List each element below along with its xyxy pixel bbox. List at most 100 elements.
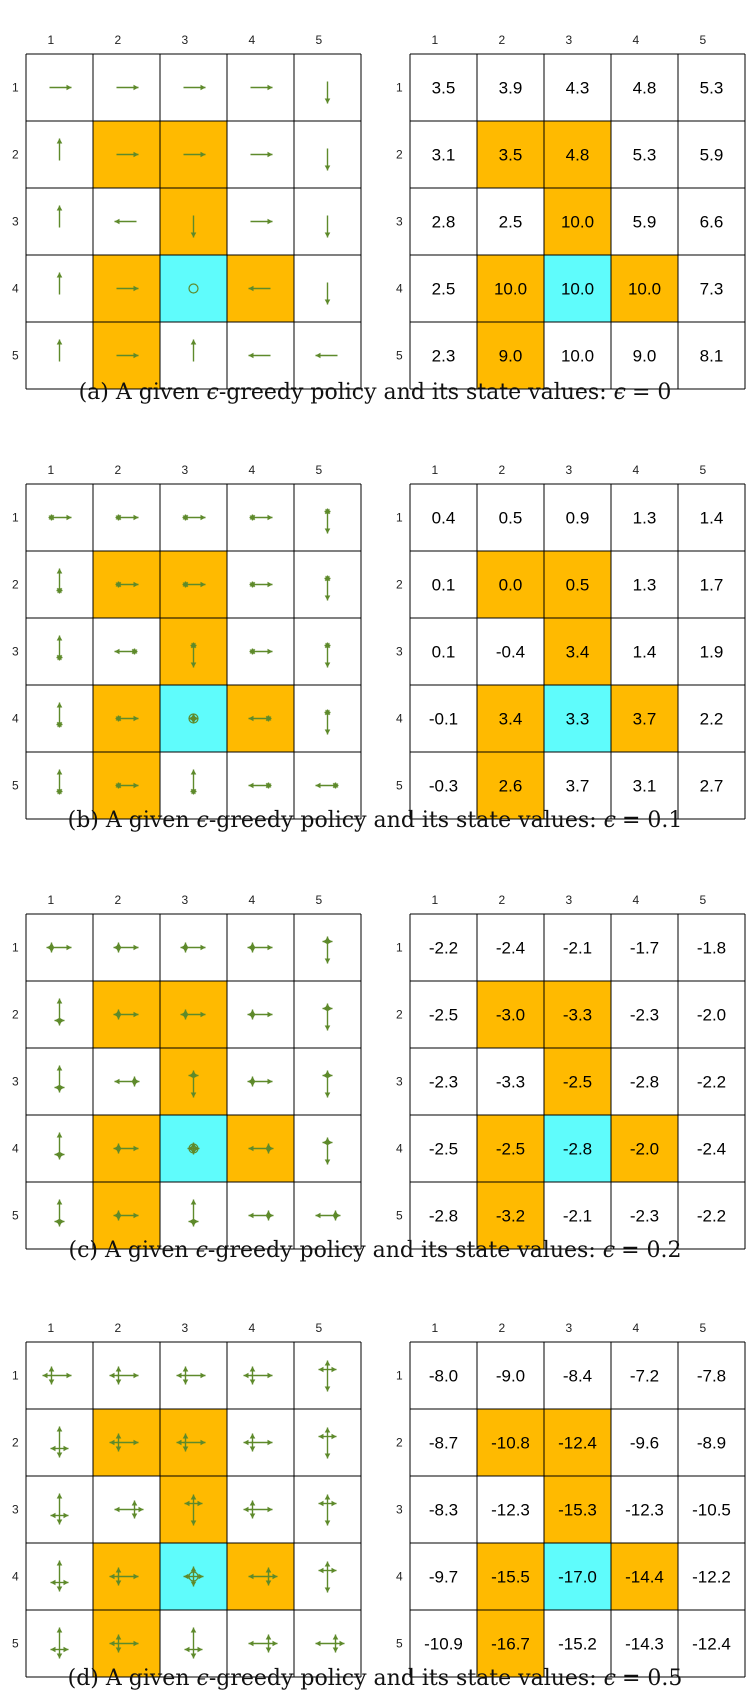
policy-cell xyxy=(184,1494,203,1526)
minor-arrow-icon-head xyxy=(324,1360,331,1366)
policy-cell xyxy=(188,1070,199,1098)
policy-cell xyxy=(180,942,206,953)
minor-arrow-icon-head xyxy=(339,1640,345,1647)
state-value: -10.8 xyxy=(491,1434,530,1453)
state-value: -2.2 xyxy=(697,1073,726,1092)
policy-cell xyxy=(113,1210,139,1221)
minor-arrow-icon-head xyxy=(249,648,255,655)
state-value: 10.0 xyxy=(561,347,594,366)
policy-column-label: 1 xyxy=(48,33,55,47)
policy-cell xyxy=(324,282,331,305)
caption-prefix: (c) A given xyxy=(68,1238,196,1263)
policy-cell xyxy=(184,1627,203,1659)
policy-row-label: 4 xyxy=(12,1570,19,1584)
forbidden-cell xyxy=(477,1182,544,1249)
caption-epsilon: ϵ xyxy=(206,380,219,405)
main-arrow-icon-head xyxy=(267,1011,273,1018)
policy-column-label: 1 xyxy=(48,463,55,477)
minor-arrow-icon-head xyxy=(182,581,188,588)
policy-cell xyxy=(116,285,139,292)
main-arrow-icon-head xyxy=(200,581,206,588)
state-value: -2.0 xyxy=(630,1140,659,1159)
policy-cell xyxy=(113,942,139,953)
state-value: 3.5 xyxy=(499,146,523,165)
caption-epsilon: ϵ xyxy=(196,1666,209,1691)
minor-arrow-icon-head xyxy=(327,938,333,945)
policy-row-label: 3 xyxy=(12,215,19,229)
minor-arrow-icon-head xyxy=(335,1212,341,1219)
policy-cell xyxy=(322,1070,333,1098)
policy-cell xyxy=(250,84,273,91)
forbidden-cell xyxy=(544,121,611,188)
value-column-label: 3 xyxy=(566,33,573,47)
policy-cell xyxy=(322,1137,333,1165)
state-value: -2.1 xyxy=(563,1207,592,1226)
main-arrow-icon-head xyxy=(114,648,120,655)
main-arrow-icon-head xyxy=(324,595,331,601)
policy-cell xyxy=(318,1427,337,1459)
forbidden-cell xyxy=(477,1409,544,1476)
minor-arrow-icon-head xyxy=(54,1151,60,1158)
state-value: 0.5 xyxy=(499,509,523,528)
value-row-label: 4 xyxy=(396,1570,403,1584)
state-value: 1.4 xyxy=(700,509,724,528)
minor-arrow-icon-head xyxy=(109,1640,115,1647)
minor-arrow-icon-head xyxy=(322,938,328,945)
policy-cell xyxy=(54,998,65,1026)
main-arrow-icon-head xyxy=(267,514,273,521)
main-arrow-icon-head xyxy=(56,1627,63,1633)
value-row-label: 5 xyxy=(396,1209,403,1223)
main-arrow-icon-head xyxy=(56,339,63,345)
state-value: -2.5 xyxy=(496,1140,525,1159)
minor-arrow-icon-head xyxy=(50,1512,56,1519)
minor-arrow-icon-head xyxy=(194,1145,200,1152)
minor-arrow-icon-head xyxy=(138,1506,144,1513)
policy-cell xyxy=(322,936,333,964)
policy-column-label: 3 xyxy=(182,463,189,477)
state-value: -2.4 xyxy=(496,939,525,958)
policy-cell xyxy=(116,352,139,359)
minor-arrow-icon-head xyxy=(268,1145,274,1152)
state-value: -3.2 xyxy=(496,1207,525,1226)
main-arrow-icon-head xyxy=(267,1506,273,1513)
policy-cell xyxy=(50,1493,69,1525)
policy-cell xyxy=(115,514,139,521)
minor-arrow-icon-head xyxy=(249,581,255,588)
state-value: -9.7 xyxy=(429,1568,458,1587)
main-arrow-icon-head xyxy=(56,568,63,574)
policy-cell xyxy=(248,1567,278,1586)
state-value: -16.7 xyxy=(491,1635,530,1654)
main-arrow-icon-head xyxy=(315,782,321,789)
policy-row-label: 3 xyxy=(12,1075,19,1089)
main-arrow-icon-head xyxy=(200,1439,206,1446)
main-arrow-icon-head xyxy=(133,151,139,158)
main-arrow-icon-head xyxy=(190,1627,197,1633)
state-value: -2.3 xyxy=(630,1006,659,1025)
main-arrow-icon-head xyxy=(248,285,254,292)
main-arrow-icon-head xyxy=(324,299,331,305)
main-arrow-icon-head xyxy=(267,1078,273,1085)
policy-cell xyxy=(243,1500,273,1519)
minor-arrow-icon-head xyxy=(188,1072,194,1079)
minor-arrow-icon-head xyxy=(115,1580,122,1586)
main-arrow-icon-head xyxy=(324,1520,331,1526)
main-arrow-icon-head xyxy=(248,1145,254,1152)
main-arrow-icon-head xyxy=(190,769,197,775)
main-arrow-icon-head xyxy=(248,715,254,722)
target-cell xyxy=(544,1543,611,1610)
minor-arrow-icon-head xyxy=(331,1500,337,1507)
main-arrow-icon-head xyxy=(324,1025,331,1031)
minor-arrow-icon-head xyxy=(48,514,54,521)
minor-arrow-icon-head xyxy=(188,1218,194,1225)
minor-arrow-icon-head xyxy=(322,1005,328,1012)
policy-cell xyxy=(115,581,139,588)
state-value: 2.7 xyxy=(700,777,724,796)
policy-cell xyxy=(190,769,197,795)
forbidden-cell xyxy=(611,255,678,322)
minor-arrow-icon-head xyxy=(197,1646,203,1653)
state-value: 0.0 xyxy=(499,576,523,595)
main-arrow-icon-head xyxy=(248,352,254,359)
forbidden-cell xyxy=(477,322,544,389)
minor-arrow-icon-head xyxy=(272,1640,278,1647)
state-value: -9.0 xyxy=(496,1367,525,1386)
